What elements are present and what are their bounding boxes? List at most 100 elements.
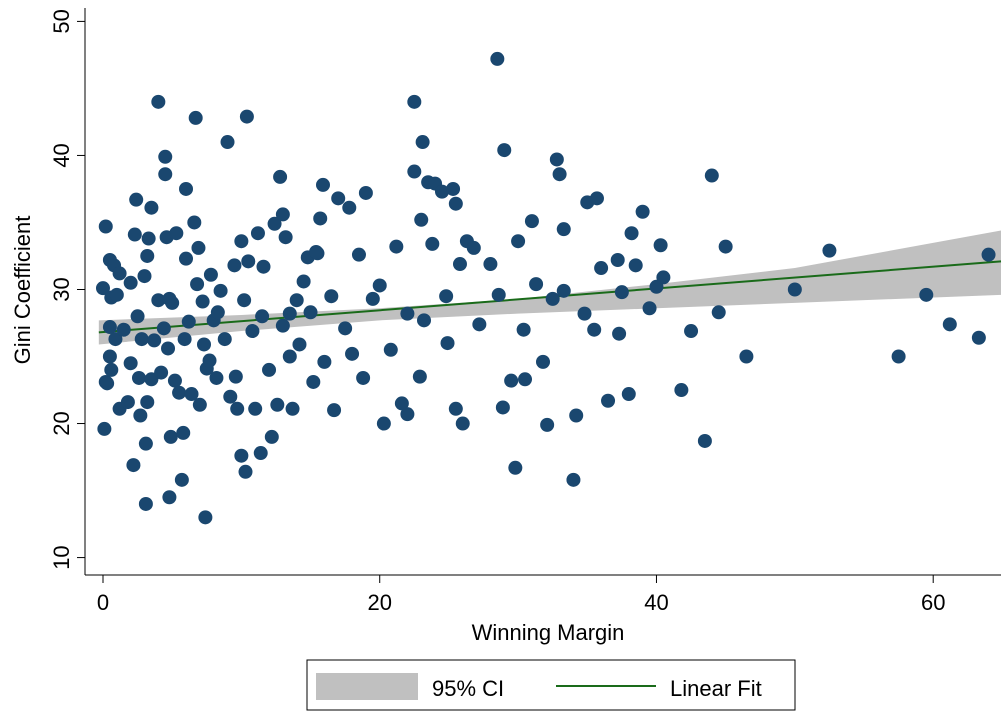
point <box>120 395 135 410</box>
point <box>264 429 279 444</box>
point <box>448 196 463 211</box>
point <box>253 446 268 461</box>
point <box>642 301 657 316</box>
point <box>338 321 353 336</box>
point <box>137 269 152 284</box>
point <box>98 219 113 234</box>
y-axis-label: Gini Coefficient <box>10 216 35 365</box>
point <box>412 369 427 384</box>
point <box>417 313 432 328</box>
point <box>372 278 387 293</box>
point <box>209 370 224 385</box>
point <box>303 305 318 320</box>
point <box>100 376 115 391</box>
ci-band <box>98 230 1002 345</box>
point <box>228 369 243 384</box>
point <box>144 200 159 215</box>
point <box>511 234 526 249</box>
point <box>356 370 371 385</box>
point <box>601 393 616 408</box>
point <box>198 510 213 525</box>
point <box>140 395 155 410</box>
point <box>624 226 639 241</box>
point <box>238 464 253 479</box>
point <box>383 342 398 357</box>
point <box>138 436 153 451</box>
point <box>448 401 463 416</box>
point <box>108 332 123 347</box>
point <box>587 322 602 337</box>
point <box>123 275 138 290</box>
point <box>255 309 270 324</box>
point <box>140 248 155 263</box>
point <box>331 191 346 206</box>
point <box>102 349 117 364</box>
point <box>129 192 144 207</box>
point <box>161 341 176 356</box>
point <box>163 429 178 444</box>
point <box>174 472 189 487</box>
point <box>241 254 256 269</box>
point <box>230 401 245 416</box>
point <box>621 387 636 402</box>
point <box>191 240 206 255</box>
point <box>400 306 415 321</box>
point <box>158 149 173 164</box>
point <box>196 337 211 352</box>
point <box>787 282 802 297</box>
point <box>172 385 187 400</box>
point <box>210 305 225 320</box>
point <box>154 365 169 380</box>
y-tick-label: 20 <box>49 411 74 435</box>
point <box>234 234 249 249</box>
point <box>176 425 191 440</box>
point <box>162 490 177 505</box>
y-tick-label: 50 <box>49 9 74 33</box>
point <box>289 293 304 308</box>
point <box>278 230 293 245</box>
x-axis-label: Winning Margin <box>472 620 625 645</box>
point <box>223 389 238 404</box>
point <box>491 287 506 302</box>
point <box>248 401 263 416</box>
point <box>822 243 837 258</box>
point <box>151 293 166 308</box>
point <box>256 259 271 274</box>
point <box>508 460 523 475</box>
point <box>414 212 429 227</box>
point <box>262 362 277 377</box>
legend-swatch-ci <box>316 673 418 700</box>
point <box>653 238 668 253</box>
point <box>131 370 146 385</box>
point <box>184 387 199 402</box>
point <box>407 94 422 109</box>
point <box>891 349 906 364</box>
legend-label: Linear Fit <box>670 676 762 701</box>
point <box>394 396 409 411</box>
point <box>267 216 282 231</box>
point <box>466 240 481 255</box>
point <box>109 287 124 302</box>
point <box>739 349 754 364</box>
point <box>97 421 112 436</box>
point <box>217 332 232 347</box>
point <box>147 333 162 348</box>
point <box>102 320 117 335</box>
point <box>656 270 671 285</box>
point <box>127 227 142 242</box>
point <box>95 281 110 296</box>
point <box>130 309 145 324</box>
point <box>134 332 149 347</box>
point <box>315 177 330 192</box>
point <box>566 472 581 487</box>
point <box>483 257 498 272</box>
point <box>516 322 531 337</box>
point <box>203 267 218 282</box>
point <box>711 305 726 320</box>
point <box>282 306 297 321</box>
point <box>167 373 182 388</box>
point <box>718 239 733 254</box>
point <box>156 321 171 336</box>
point <box>179 251 194 266</box>
point <box>192 397 207 412</box>
